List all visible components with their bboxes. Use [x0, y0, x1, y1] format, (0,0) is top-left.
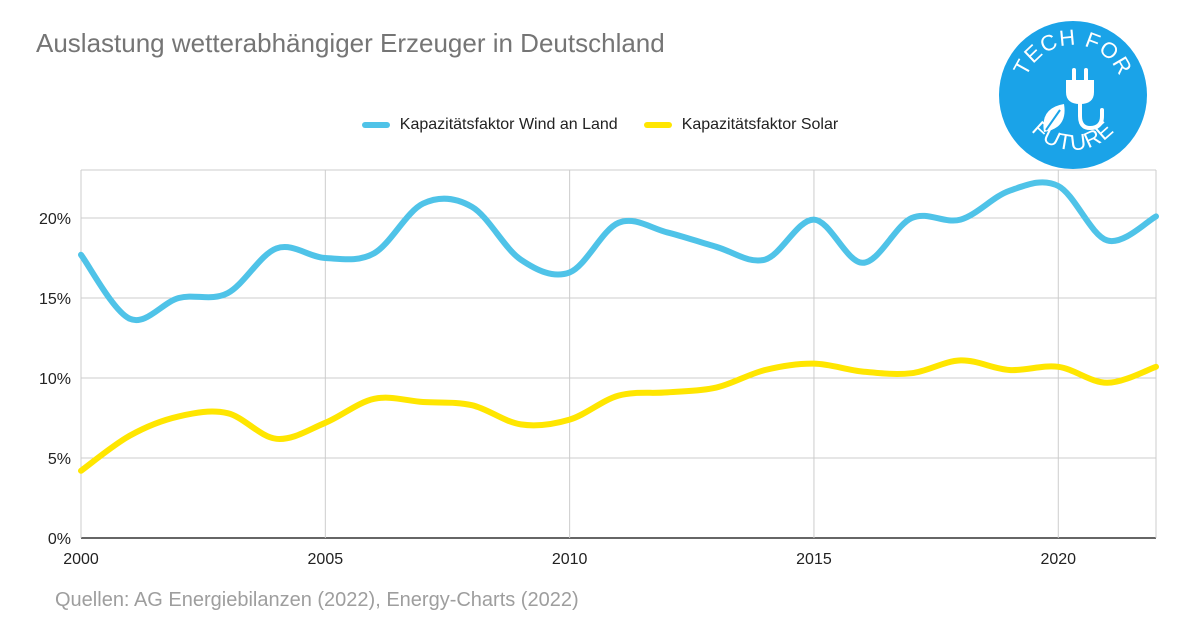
source-note: Quellen: AG Energiebilanzen (2022), Ener…	[55, 589, 579, 611]
series-line-wind	[78, 179, 1159, 324]
x-tick-label: 2005	[308, 551, 344, 568]
legend-label-solar: Kapazitätsfaktor Solar	[681, 116, 839, 133]
tech-for-future-logo: TECH FOR FUTURE	[998, 20, 1148, 175]
series-line-solar	[78, 357, 1159, 474]
chart-legend: Kapazitätsfaktor Wind an Land Kapazitäts…	[0, 116, 1200, 134]
x-tick-label: 2020	[1040, 551, 1076, 568]
legend-item-wind: Kapazitätsfaktor Wind an Land	[361, 116, 618, 134]
y-tick-label: 5%	[48, 451, 71, 468]
y-tick-label: 10%	[39, 371, 71, 388]
x-tick-label: 2015	[796, 551, 832, 568]
legend-label-wind: Kapazitätsfaktor Wind an Land	[399, 116, 618, 133]
chart-title: Auslastung wetterabhängiger Erzeuger in …	[36, 28, 665, 58]
legend-item-solar: Kapazitätsfaktor Solar	[643, 116, 839, 134]
legend-swatch-solar	[643, 122, 672, 128]
legend-swatch-wind	[361, 122, 390, 128]
x-tick-label: 2010	[552, 551, 588, 568]
x-tick-label: 2000	[63, 551, 99, 568]
plug-leaf-icon: TECH FOR FUTURE	[999, 21, 1147, 169]
y-tick-label: 0%	[48, 531, 71, 548]
y-tick-label: 20%	[39, 211, 71, 228]
y-tick-label: 15%	[39, 291, 71, 308]
